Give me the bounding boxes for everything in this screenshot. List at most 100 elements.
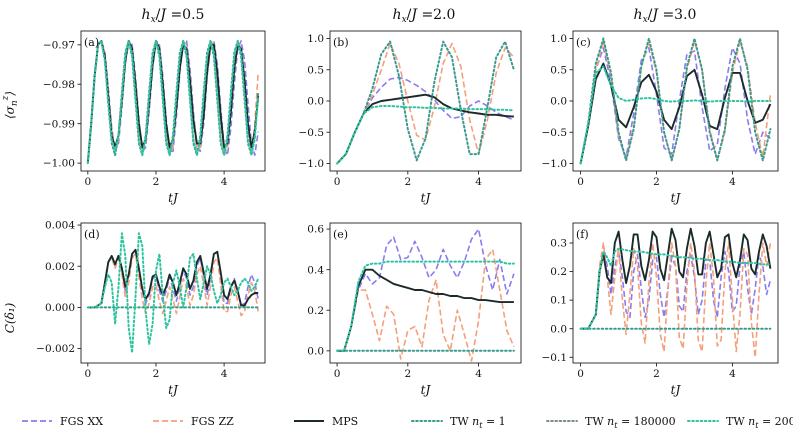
- series-line-tw-n-t-200000: [579, 65, 772, 165]
- axes-frame: [80, 30, 266, 172]
- panel-letter: (d): [84, 228, 100, 241]
- axes-frame: [329, 30, 522, 172]
- series-line-mps: [336, 93, 514, 165]
- series-group: [336, 40, 515, 165]
- x-tick-label: 0: [84, 176, 91, 188]
- y-tick-label: −1.0: [542, 158, 568, 170]
- y-tick-label: 1.0: [550, 33, 567, 45]
- y-tick-label: −0.5: [299, 127, 325, 139]
- legend-item-mps: MPS: [294, 415, 358, 428]
- panel-letter: (f): [576, 228, 589, 241]
- x-tick-label: 0: [577, 368, 584, 380]
- series-line-mps: [579, 62, 772, 164]
- series-line-tw-n-t-200000: [86, 232, 260, 354]
- x-tick-label: 2: [653, 176, 660, 188]
- panel-e: 0 2 4 0.0 0.2 0.4 0.6 tJ (e): [307, 222, 522, 397]
- x-tick-label: 0: [334, 176, 341, 188]
- x-tick-label: 2: [653, 368, 660, 380]
- y-tick-label: 0.0: [550, 96, 567, 108]
- y-tick-label: 0.2: [550, 266, 567, 278]
- legend: FGS XX FGS ZZ MPS TW nt = 1 TW nt = 180000 TW…: [22, 415, 793, 430]
- panel-c: 0 2 4 −1.0 −0.5 0.0 0.5 1.0 tJ (c): [542, 30, 779, 205]
- y-tick-label: 0.2: [307, 305, 324, 317]
- col-title-2: hx/J =2.0: [393, 7, 456, 25]
- series-line-tw-n-t-200000: [86, 39, 260, 165]
- series-line-tw-n-t-1: [579, 37, 772, 165]
- x-axis-label: tJ: [421, 383, 432, 397]
- y-tick-label: 0.0: [307, 345, 324, 357]
- x-tick-label: 0: [84, 368, 91, 380]
- x-tick-label: 2: [404, 368, 411, 380]
- legend-item-tw-n-t-1: TW nt = 1: [411, 415, 506, 430]
- legend-item-fgs-xx: FGS XX: [22, 415, 103, 428]
- y-tick-label: 0.4: [307, 264, 324, 276]
- y-tick-label: 0.004: [45, 220, 75, 232]
- panel-letter: (a): [84, 36, 99, 49]
- row-ylabel-top: ⟨σnz⟩: [1, 91, 20, 119]
- panels: 0 2 4 −1.0 0 −0.99 −0.98 −0.97 tJ (a) 0 2 4 −1.0 −0.5 0…: [36, 30, 779, 397]
- y-tick-label: 0.5: [550, 64, 567, 76]
- legend-label: TW nt = 180000: [585, 415, 676, 430]
- series-line-tw-n-t-1: [336, 40, 515, 165]
- y-tick-label: 0.3: [550, 238, 567, 250]
- axes-frame: [572, 222, 779, 364]
- y-tick-label: 0.1: [550, 295, 567, 307]
- y-tick-label: −0.98: [43, 79, 75, 91]
- series-group: [86, 232, 260, 354]
- series-group: [336, 228, 515, 362]
- series-line-fgs-zz: [87, 253, 259, 317]
- series-line-tw-n-t-200000: [579, 247, 772, 330]
- y-tick-label: 1.0: [307, 33, 324, 45]
- x-tick-label: 2: [404, 176, 411, 188]
- col-title-1: hx/J =0.5: [142, 7, 205, 25]
- x-tick-label: 2: [153, 176, 160, 188]
- x-tick-label: 4: [729, 176, 736, 188]
- panel-b: 0 2 4 −1.0 −0.5 0.0 0.5 1.0 tJ (b): [299, 30, 522, 205]
- legend-item-tw-n-t-200000: TW nt = 200000: [687, 415, 793, 430]
- x-tick-label: 0: [577, 176, 584, 188]
- col-title-3: hx/J =3.0: [634, 7, 697, 25]
- legend-item-tw-n-t-180000: TW nt = 180000: [546, 415, 676, 430]
- legend-label: FGS ZZ: [191, 415, 234, 428]
- y-tick-label: −0.97: [43, 39, 75, 51]
- y-tick-label: 0.002: [45, 261, 75, 273]
- panel-letter: (b): [333, 36, 349, 49]
- y-tick-label: −0.99: [43, 118, 75, 130]
- series-line-mps: [337, 268, 514, 352]
- legend-item-fgs-zz: FGS ZZ: [153, 415, 234, 428]
- y-tick-label: 0.0: [550, 323, 567, 335]
- x-tick-label: 4: [475, 176, 482, 188]
- series-group: [579, 37, 772, 165]
- column-titles: hx/J =0.5 hx/J =2.0 hx/J =3.0: [142, 7, 697, 25]
- legend-label: TW nt = 1: [450, 415, 506, 430]
- y-tick-label: 0.000: [45, 302, 75, 314]
- axes-frame: [329, 222, 522, 364]
- panel-f: 0 2 4 −0.1 0.0 0.1 0.2 0.3 tJ (f): [542, 222, 779, 397]
- x-axis-label: tJ: [671, 383, 682, 397]
- x-tick-label: 2: [153, 368, 160, 380]
- x-tick-label: 4: [221, 368, 228, 380]
- legend-label: TW nt = 200000: [726, 415, 793, 430]
- x-axis-label: tJ: [421, 191, 432, 205]
- series-line-fgs-zz: [579, 40, 772, 164]
- x-axis-label: tJ: [671, 191, 682, 205]
- panel-d: 0 2 4 −0.002 0.000 0.002 0.004 tJ (d): [36, 220, 266, 397]
- y-tick-label: 0.0: [307, 96, 324, 108]
- series-line-tw-n-t-200000: [336, 105, 515, 165]
- series-group: [86, 39, 260, 165]
- panel-a: 0 2 4 −1.00 −0.99 −0.98 −0.97 tJ (a): [43, 30, 266, 205]
- legend-label: MPS: [332, 415, 358, 428]
- series-line-tw-n-t-200000: [336, 260, 515, 352]
- legend-label: FGS XX: [60, 415, 103, 428]
- y-tick-label: −1.0: [299, 158, 325, 170]
- axes-frame: [80, 222, 266, 364]
- row-ylabel-bottom: C(δ₁): [3, 302, 17, 333]
- x-axis-label: tJ: [168, 191, 179, 205]
- x-tick-label: 0: [334, 368, 341, 380]
- y-tick-label: −0.1: [542, 352, 568, 364]
- y-tick-label: −0.002: [36, 343, 75, 355]
- series-line-fgs-zz: [337, 248, 515, 362]
- y-tick-label: 0.6: [307, 224, 324, 236]
- x-tick-label: 4: [475, 368, 482, 380]
